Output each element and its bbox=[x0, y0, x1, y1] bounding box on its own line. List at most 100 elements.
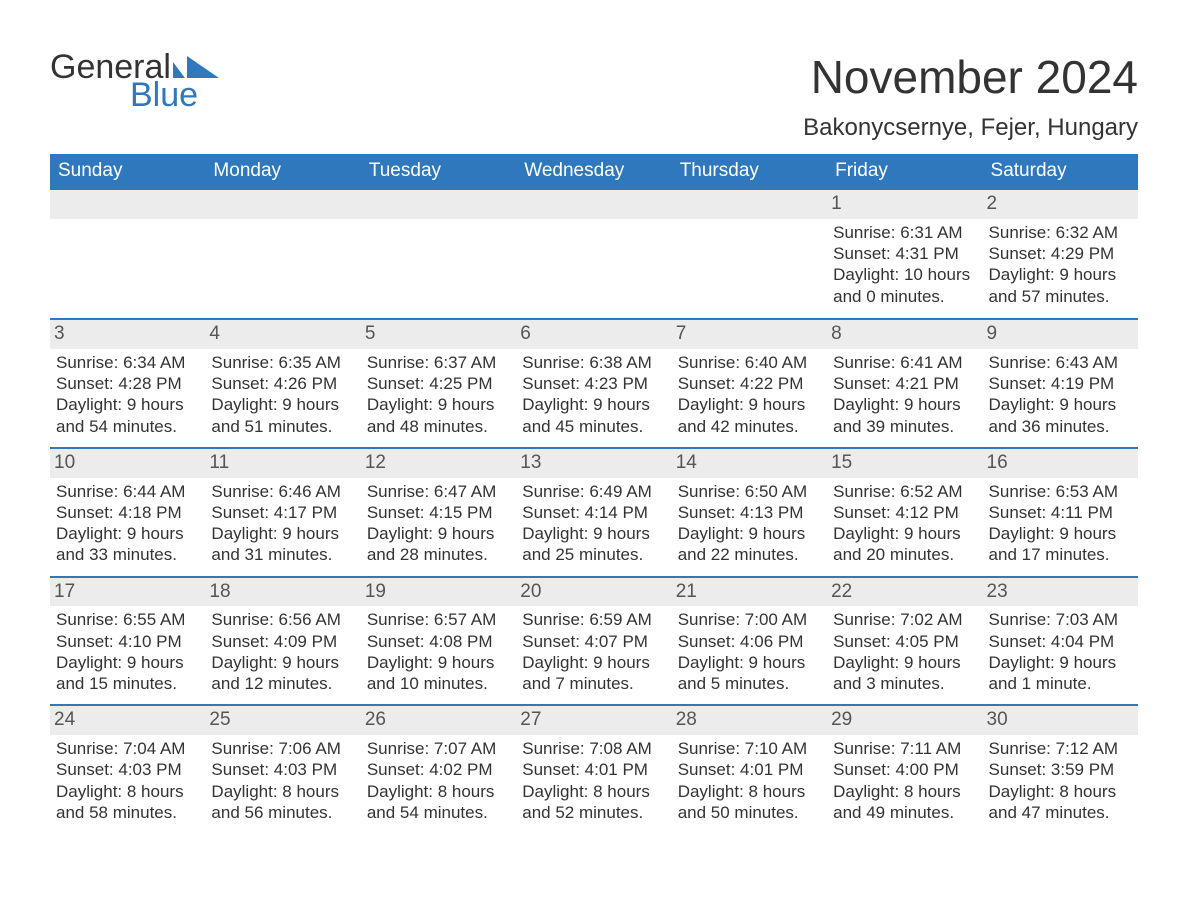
d2-text: and 12 minutes. bbox=[211, 673, 354, 694]
sunset-text: Sunset: 4:13 PM bbox=[678, 502, 821, 523]
sunset-text: Sunset: 4:01 PM bbox=[678, 759, 821, 780]
sunrise-text: Sunrise: 6:52 AM bbox=[833, 481, 976, 502]
sunrise-text: Sunrise: 6:35 AM bbox=[211, 352, 354, 373]
sunset-text: Sunset: 4:03 PM bbox=[56, 759, 199, 780]
day-cell: 19Sunrise: 6:57 AMSunset: 4:08 PMDayligh… bbox=[361, 578, 516, 705]
week-row: 1Sunrise: 6:31 AMSunset: 4:31 PMDaylight… bbox=[50, 190, 1138, 318]
day-of-week-header: Sunday Monday Tuesday Wednesday Thursday… bbox=[50, 154, 1138, 190]
day-number bbox=[516, 190, 671, 219]
d2-text: and 57 minutes. bbox=[989, 286, 1132, 307]
day-cell: 5Sunrise: 6:37 AMSunset: 4:25 PMDaylight… bbox=[361, 320, 516, 447]
d1-text: Daylight: 10 hours bbox=[833, 264, 976, 285]
week-row: 17Sunrise: 6:55 AMSunset: 4:10 PMDayligh… bbox=[50, 576, 1138, 705]
day-number: 24 bbox=[50, 706, 205, 735]
sunrise-text: Sunrise: 7:03 AM bbox=[989, 609, 1132, 630]
d2-text: and 28 minutes. bbox=[367, 544, 510, 565]
dow-tuesday: Tuesday bbox=[361, 154, 516, 190]
dow-thursday: Thursday bbox=[672, 154, 827, 190]
day-number: 17 bbox=[50, 578, 205, 607]
day-cell: 16Sunrise: 6:53 AMSunset: 4:11 PMDayligh… bbox=[983, 449, 1138, 576]
sunrise-text: Sunrise: 6:34 AM bbox=[56, 352, 199, 373]
day-cell: 13Sunrise: 6:49 AMSunset: 4:14 PMDayligh… bbox=[516, 449, 671, 576]
d1-text: Daylight: 8 hours bbox=[367, 781, 510, 802]
d2-text: and 1 minute. bbox=[989, 673, 1132, 694]
d1-text: Daylight: 8 hours bbox=[211, 781, 354, 802]
day-cell bbox=[205, 190, 360, 318]
day-cell bbox=[50, 190, 205, 318]
sunrise-text: Sunrise: 7:11 AM bbox=[833, 738, 976, 759]
sunset-text: Sunset: 4:26 PM bbox=[211, 373, 354, 394]
day-number: 8 bbox=[827, 320, 982, 349]
d1-text: Daylight: 9 hours bbox=[833, 523, 976, 544]
sunrise-text: Sunrise: 6:50 AM bbox=[678, 481, 821, 502]
sunset-text: Sunset: 4:31 PM bbox=[833, 243, 976, 264]
d2-text: and 54 minutes. bbox=[56, 416, 199, 437]
sunset-text: Sunset: 4:06 PM bbox=[678, 631, 821, 652]
day-number: 14 bbox=[672, 449, 827, 478]
d1-text: Daylight: 9 hours bbox=[211, 523, 354, 544]
d2-text: and 31 minutes. bbox=[211, 544, 354, 565]
month-title: November 2024 bbox=[803, 50, 1138, 104]
d2-text: and 58 minutes. bbox=[56, 802, 199, 823]
day-number: 5 bbox=[361, 320, 516, 349]
d1-text: Daylight: 9 hours bbox=[56, 652, 199, 673]
sunset-text: Sunset: 4:15 PM bbox=[367, 502, 510, 523]
sunrise-text: Sunrise: 7:00 AM bbox=[678, 609, 821, 630]
sunrise-text: Sunrise: 7:10 AM bbox=[678, 738, 821, 759]
d1-text: Daylight: 9 hours bbox=[989, 264, 1132, 285]
d2-text: and 36 minutes. bbox=[989, 416, 1132, 437]
day-cell: 1Sunrise: 6:31 AMSunset: 4:31 PMDaylight… bbox=[827, 190, 982, 318]
sunset-text: Sunset: 4:11 PM bbox=[989, 502, 1132, 523]
sunrise-text: Sunrise: 6:53 AM bbox=[989, 481, 1132, 502]
d2-text: and 10 minutes. bbox=[367, 673, 510, 694]
d2-text: and 17 minutes. bbox=[989, 544, 1132, 565]
d2-text: and 5 minutes. bbox=[678, 673, 821, 694]
d1-text: Daylight: 9 hours bbox=[56, 394, 199, 415]
day-number: 16 bbox=[983, 449, 1138, 478]
day-cell: 6Sunrise: 6:38 AMSunset: 4:23 PMDaylight… bbox=[516, 320, 671, 447]
dow-wednesday: Wednesday bbox=[516, 154, 671, 190]
day-cell bbox=[672, 190, 827, 318]
day-cell: 14 Sunrise: 6:50 AMSunset: 4:13 PMDayligh… bbox=[672, 449, 827, 576]
d1-text: Daylight: 9 hours bbox=[211, 394, 354, 415]
d2-text: and 39 minutes. bbox=[833, 416, 976, 437]
dow-monday: Monday bbox=[205, 154, 360, 190]
week-row: 10Sunrise: 6:44 AMSunset: 4:18 PMDayligh… bbox=[50, 447, 1138, 576]
d2-text: and 3 minutes. bbox=[833, 673, 976, 694]
day-cell: 9Sunrise: 6:43 AMSunset: 4:19 PMDaylight… bbox=[983, 320, 1138, 447]
sunrise-text: Sunrise: 6:47 AM bbox=[367, 481, 510, 502]
sunset-text: Sunset: 4:07 PM bbox=[522, 631, 665, 652]
d1-text: Daylight: 9 hours bbox=[56, 523, 199, 544]
sunrise-text: Sunrise: 6:59 AM bbox=[522, 609, 665, 630]
sunset-text: Sunset: 4:17 PM bbox=[211, 502, 354, 523]
sunset-text: Sunset: 4:18 PM bbox=[56, 502, 199, 523]
sunrise-text: Sunrise: 6:55 AM bbox=[56, 609, 199, 630]
d1-text: Daylight: 8 hours bbox=[56, 781, 199, 802]
day-cell: 23Sunrise: 7:03 AMSunset: 4:04 PMDayligh… bbox=[983, 578, 1138, 705]
sunset-text: Sunset: 4:22 PM bbox=[678, 373, 821, 394]
sunset-text: Sunset: 4:14 PM bbox=[522, 502, 665, 523]
day-number: 18 bbox=[205, 578, 360, 607]
d1-text: Daylight: 9 hours bbox=[833, 652, 976, 673]
d2-text: and 0 minutes. bbox=[833, 286, 976, 307]
day-number: 29 bbox=[827, 706, 982, 735]
day-cell: 30Sunrise: 7:12 AMSunset: 3:59 PMDayligh… bbox=[983, 706, 1138, 833]
day-cell: 8Sunrise: 6:41 AMSunset: 4:21 PMDaylight… bbox=[827, 320, 982, 447]
sunset-text: Sunset: 4:25 PM bbox=[367, 373, 510, 394]
day-cell: 27Sunrise: 7:08 AMSunset: 4:01 PMDayligh… bbox=[516, 706, 671, 833]
day-number: 6 bbox=[516, 320, 671, 349]
weeks-container: 1Sunrise: 6:31 AMSunset: 4:31 PMDaylight… bbox=[50, 190, 1138, 833]
calendar-page: General Blue November 2024 Bakonycsernye… bbox=[0, 0, 1188, 873]
sunset-text: Sunset: 4:23 PM bbox=[522, 373, 665, 394]
sunset-text: Sunset: 4:08 PM bbox=[367, 631, 510, 652]
day-cell: 29Sunrise: 7:11 AMSunset: 4:00 PMDayligh… bbox=[827, 706, 982, 833]
day-cell: 15Sunrise: 6:52 AMSunset: 4:12 PMDayligh… bbox=[827, 449, 982, 576]
sunset-text: Sunset: 4:28 PM bbox=[56, 373, 199, 394]
d1-text: Daylight: 8 hours bbox=[833, 781, 976, 802]
day-number: 20 bbox=[516, 578, 671, 607]
sunset-text: Sunset: 4:09 PM bbox=[211, 631, 354, 652]
sunrise-text: Sunrise: 6:46 AM bbox=[211, 481, 354, 502]
d2-text: and 51 minutes. bbox=[211, 416, 354, 437]
d1-text: Daylight: 9 hours bbox=[678, 523, 821, 544]
day-cell: 4Sunrise: 6:35 AMSunset: 4:26 PMDaylight… bbox=[205, 320, 360, 447]
